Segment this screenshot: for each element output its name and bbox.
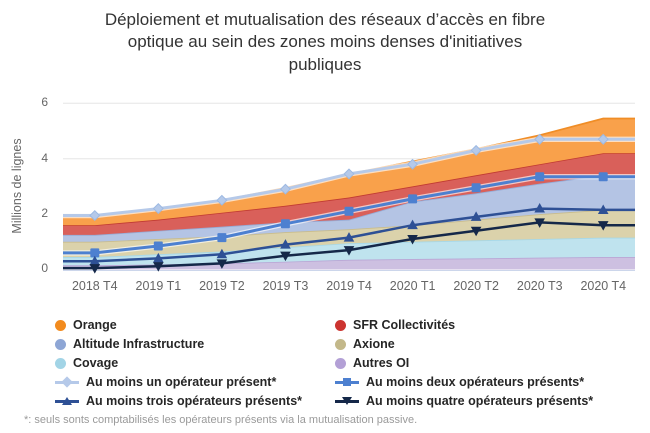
x-tick: 2019 T2 — [199, 279, 245, 293]
legend-item-axione[interactable]: Axione — [335, 336, 635, 352]
legend-label: Au moins deux opérateurs présents* — [366, 375, 585, 389]
legend-label: Axione — [353, 337, 395, 351]
x-tick: 2019 T3 — [262, 279, 309, 293]
x-tick: 2018 T4 — [71, 279, 118, 293]
triangle-down-line-marker-icon — [335, 395, 359, 407]
orange-series-swatch-icon — [55, 319, 66, 331]
y-axis-title: Millions de lignes — [10, 138, 24, 234]
legend-label: Altitude Infrastructure — [73, 337, 205, 351]
altitude-series-swatch-icon — [55, 338, 66, 350]
footnote: *: seuls sonts comptabilisés les opérate… — [24, 414, 418, 426]
legend-label: Au moins quatre opérateurs présents* — [366, 394, 594, 408]
axione-series-swatch-icon — [335, 338, 346, 350]
legend-item-au-moins-un-operateur[interactable]: Au moins un opérateur présent* — [55, 374, 335, 390]
autres-oi-series-swatch-icon — [335, 357, 346, 369]
legend-item-au-moins-quatre-operateurs[interactable]: Au moins quatre opérateurs présents* — [335, 393, 635, 409]
diamond-line-marker-icon — [55, 376, 79, 388]
y-tick-0: 0 — [41, 261, 48, 275]
legend-label: Orange — [73, 318, 117, 332]
square-line-marker-icon — [335, 376, 359, 388]
chart-title: Déploiement et mutualisation des réseaux… — [0, 9, 650, 76]
legend-item-sfr-collectivites[interactable]: SFR Collectivités — [335, 317, 635, 333]
chart-title-line1: Déploiement et mutualisation des réseaux… — [104, 10, 546, 29]
chart-title-line2: optique au sein des zones moins denses d… — [127, 32, 523, 52]
legend-item-covage[interactable]: Covage — [55, 355, 335, 371]
legend-item-au-moins-trois-operateurs[interactable]: Au moins trois opérateurs présents* — [55, 393, 335, 409]
legend: Orange SFR Collectivités Altitude Infras… — [55, 317, 635, 409]
chart-canvas — [63, 102, 635, 274]
y-tick-2: 2 — [41, 206, 48, 220]
triangle-up-line-marker-icon — [55, 395, 79, 407]
x-tick: 2020 T4 — [580, 279, 627, 293]
legend-label: Autres OI — [353, 356, 410, 370]
legend-item-au-moins-deux-operateurs[interactable]: Au moins deux opérateurs présents* — [335, 374, 635, 390]
x-tick: 2020 T2 — [453, 279, 499, 293]
legend-label: Au moins trois opérateurs présents* — [86, 394, 303, 408]
x-tick: 2020 T1 — [389, 279, 436, 293]
covage-series-swatch-icon — [55, 357, 66, 369]
legend-item-altitude-infrastructure[interactable]: Altitude Infrastructure — [55, 336, 335, 352]
x-tick: 2020 T3 — [516, 279, 563, 293]
chart-title-line3: publiques — [288, 54, 362, 74]
x-tick: 2019 T4 — [326, 279, 372, 293]
legend-label: Covage — [73, 356, 119, 370]
legend-item-orange[interactable]: Orange — [55, 317, 335, 333]
y-tick-6: 6 — [41, 95, 48, 109]
sfr-series-swatch-icon — [335, 319, 346, 331]
x-tick: 2019 T1 — [135, 279, 182, 293]
legend-label: SFR Collectivités — [353, 318, 456, 332]
legend-label: Au moins un opérateur présent* — [86, 375, 277, 389]
x-axis-labels: 2018 T4 2019 T1 2019 T2 2019 T3 2019 T4 … — [63, 279, 635, 293]
legend-item-autres-oi[interactable]: Autres OI — [335, 355, 635, 371]
y-tick-4: 4 — [41, 151, 48, 165]
